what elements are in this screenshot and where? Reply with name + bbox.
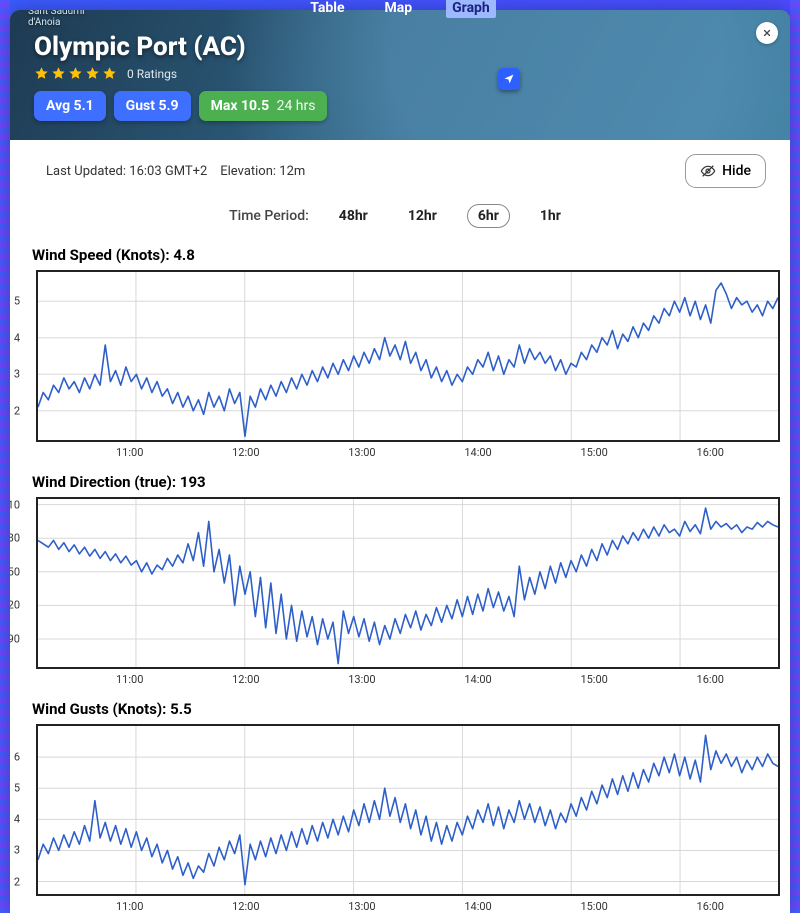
pill-gust[interactable]: Gust 5.9 <box>114 91 191 121</box>
chart-section-wind-direction: Wind Direction (true): 19390120150180210… <box>10 469 790 696</box>
stat-pills: Avg 5.1 Gust 5.9 Max 10.5 24 hrs <box>34 91 766 121</box>
star-icon <box>85 66 100 81</box>
y-tick: 3 <box>14 368 20 381</box>
chart-svg-wind-direction <box>38 499 778 667</box>
x-tick: 14:00 <box>464 673 491 686</box>
x-tick: 12:00 <box>232 900 259 913</box>
status-text: Last Updated: 16:03 GMT+2 Elevation: 12m <box>46 164 305 179</box>
series-wind-direction <box>38 508 778 664</box>
x-tick: 14:00 <box>464 446 491 459</box>
tab-map[interactable]: Map <box>379 0 419 18</box>
charts-container: Wind Speed (Knots): 4.8234511:0012:0013:… <box>10 242 790 913</box>
elevation-label: Elevation: <box>220 164 276 179</box>
x-tick: 15:00 <box>580 446 607 459</box>
chart-wind-speed: 2345 <box>36 270 780 442</box>
x-tick: 16:00 <box>697 673 724 686</box>
eye-off-icon <box>700 163 716 179</box>
y-tick: 2 <box>14 875 20 888</box>
chart-section-wind-speed: Wind Speed (Knots): 4.8234511:0012:0013:… <box>10 242 790 469</box>
pill-avg[interactable]: Avg 5.1 <box>34 91 106 121</box>
tab-graph[interactable]: Graph <box>446 0 496 18</box>
pill-max-value: Max 10.5 <box>211 98 270 114</box>
time-period-label: Time Period: <box>229 208 309 224</box>
series-wind-gusts <box>38 735 778 884</box>
period-1hr[interactable]: 1hr <box>530 205 571 227</box>
x-tick: 15:00 <box>580 900 607 913</box>
chart-section-wind-gusts: Wind Gusts (Knots): 5.52345611:0012:0013… <box>10 696 790 913</box>
period-12hr[interactable]: 12hr <box>398 205 447 227</box>
y-tick: 210 <box>10 498 20 511</box>
x-tick: 16:00 <box>697 446 724 459</box>
period-6hr[interactable]: 6hr <box>467 204 510 228</box>
x-tick: 13:00 <box>348 446 375 459</box>
elevation-value: 12m <box>279 164 305 179</box>
y-tick: 5 <box>14 295 20 308</box>
map-city-line2: d'Anoia <box>28 17 60 28</box>
chart-svg-wind-gusts <box>38 726 778 894</box>
series-wind-speed <box>38 283 778 436</box>
x-tick: 14:00 <box>464 900 491 913</box>
y-tick: 180 <box>10 532 20 545</box>
x-tick: 15:00 <box>580 673 607 686</box>
hide-button[interactable]: Hide <box>685 154 766 188</box>
star-rating[interactable] <box>34 66 117 81</box>
header: Sant Sadurní d'Anoia Olympic Port (AC) 0… <box>10 10 790 140</box>
x-tick: 11:00 <box>116 900 143 913</box>
status-row: Last Updated: 16:03 GMT+2 Elevation: 12m… <box>10 140 790 198</box>
star-icon <box>102 66 117 81</box>
x-tick: 16:00 <box>697 900 724 913</box>
page-title: Olympic Port (AC) <box>34 32 766 62</box>
tab-table[interactable]: Table <box>304 0 350 18</box>
star-icon <box>68 66 83 81</box>
chart-title-wind-speed: Wind Speed (Knots): 4.8 <box>20 242 780 270</box>
x-tick: 12:00 <box>232 446 259 459</box>
y-tick: 150 <box>10 565 20 578</box>
y-tick: 90 <box>10 633 20 646</box>
hide-label: Hide <box>722 163 751 179</box>
x-axis-wind-direction: 11:00 12:00 13:00 14:00 15:00 16:00 <box>36 673 764 686</box>
chart-title-wind-direction: Wind Direction (true): 193 <box>20 469 780 497</box>
y-tick: 5 <box>14 782 20 795</box>
decorative-edge-left <box>0 0 10 913</box>
ratings-count: 0 Ratings <box>127 67 177 81</box>
last-updated-value: 16:03 GMT+2 <box>129 164 207 179</box>
x-tick: 11:00 <box>116 446 143 459</box>
main-panel: Sant Sadurní d'Anoia Olympic Port (AC) 0… <box>10 10 790 913</box>
time-period-row: Time Period: 48hr 12hr 6hr 1hr <box>10 198 790 242</box>
decorative-edge-right <box>790 0 800 913</box>
x-tick: 11:00 <box>116 673 143 686</box>
chart-title-wind-gusts: Wind Gusts (Knots): 5.5 <box>20 696 780 724</box>
panel-body: Last Updated: 16:03 GMT+2 Elevation: 12m… <box>10 140 790 913</box>
y-tick: 2 <box>14 404 20 417</box>
view-tabs: Table Map Graph <box>0 0 800 18</box>
period-48hr[interactable]: 48hr <box>329 205 378 227</box>
pill-max-sub: 24 hrs <box>277 98 316 114</box>
chart-wind-gusts: 23456 <box>36 724 780 896</box>
x-tick: 12:00 <box>232 673 259 686</box>
y-tick: 6 <box>14 751 20 764</box>
rating-row: 0 Ratings <box>34 66 766 81</box>
close-button[interactable] <box>756 22 778 44</box>
location-marker-icon[interactable] <box>498 68 520 90</box>
star-icon <box>51 66 66 81</box>
y-tick: 4 <box>14 331 20 344</box>
x-axis-wind-speed: 11:00 12:00 13:00 14:00 15:00 16:00 <box>36 446 764 459</box>
chart-svg-wind-speed <box>38 272 778 440</box>
pill-max[interactable]: Max 10.5 24 hrs <box>199 91 328 121</box>
chart-wind-direction: 90120150180210 <box>36 497 780 669</box>
y-tick: 120 <box>10 599 20 612</box>
star-icon <box>34 66 49 81</box>
x-axis-wind-gusts: 11:00 12:00 13:00 14:00 15:00 16:00 <box>36 900 764 913</box>
last-updated-label: Last Updated: <box>46 164 126 179</box>
x-tick: 13:00 <box>348 673 375 686</box>
y-tick: 3 <box>14 844 20 857</box>
y-tick: 4 <box>14 813 20 826</box>
x-tick: 13:00 <box>348 900 375 913</box>
